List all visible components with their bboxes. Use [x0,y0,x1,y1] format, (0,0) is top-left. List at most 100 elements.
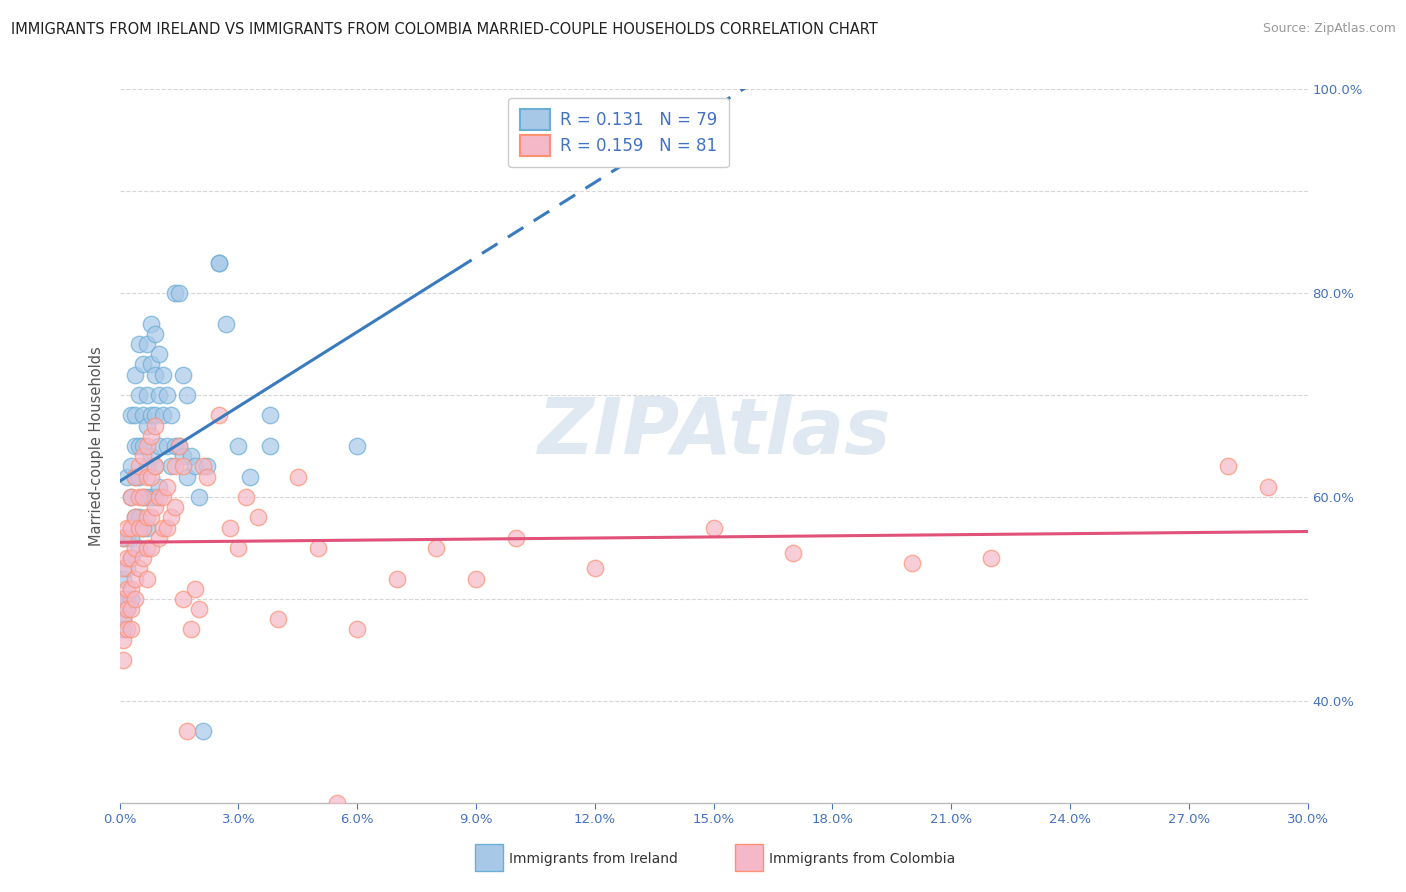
Point [385,572,408,586]
Point [120,602,142,616]
Point [219,520,242,534]
Point [1257,480,1279,494]
Point [141,541,163,555]
Point [148,388,170,402]
Point [117,602,139,616]
Text: Source: ZipAtlas.com: Source: ZipAtlas.com [1263,22,1396,36]
Point [141,317,163,331]
Point [247,510,270,524]
Point [425,541,447,555]
Point [128,469,150,483]
Point [287,469,309,483]
Point [167,286,190,301]
Point [143,418,166,433]
Point [128,439,150,453]
Point [1218,459,1240,474]
Point [326,796,349,810]
Point [120,490,142,504]
Point [120,582,142,596]
Point [120,623,142,637]
Point [117,602,139,616]
Point [132,520,155,534]
Point [136,510,159,524]
Point [124,469,146,483]
Point [117,591,139,606]
Point [143,500,166,515]
Point [136,572,159,586]
Point [239,469,262,483]
Point [124,510,146,524]
Point [120,531,142,545]
Point [152,368,174,382]
Point [120,551,142,566]
Point [143,326,166,341]
Point [112,531,135,545]
Point [112,531,135,545]
Point [132,449,155,463]
Point [156,439,179,453]
Point [148,531,170,545]
Point [132,358,155,372]
Point [148,490,170,504]
Point [117,469,139,483]
Point [148,347,170,361]
Point [136,469,159,483]
Point [163,459,186,474]
Point [120,551,142,566]
Point [176,469,198,483]
Point [124,368,146,382]
Point [124,439,146,453]
Point [228,541,250,555]
Point [120,459,142,474]
Point [143,459,166,474]
Point [143,409,166,423]
Point [583,561,606,575]
Point [112,591,135,606]
Point [141,449,163,463]
Point [136,388,159,402]
Point [112,612,135,626]
Point [172,591,194,606]
Text: Immigrants from Colombia: Immigrants from Colombia [769,852,955,866]
Point [172,449,194,463]
Point [132,551,155,566]
Point [136,337,159,351]
Point [132,439,155,453]
Point [117,531,139,545]
Point [136,439,159,453]
Point [112,632,135,647]
Point [112,591,135,606]
Point [259,409,281,423]
Point [172,459,194,474]
Point [120,490,142,504]
Point [207,409,229,423]
Point [167,439,190,453]
Point [143,459,166,474]
Point [156,480,179,494]
Point [141,429,163,443]
Text: Immigrants from Ireland: Immigrants from Ireland [509,852,678,866]
Point [235,490,257,504]
Point [464,572,488,586]
Point [152,409,174,423]
Point [120,520,142,534]
Point [141,409,163,423]
Point [228,439,250,453]
Point [136,520,159,534]
Point [187,490,209,504]
Point [136,459,159,474]
Point [112,623,135,637]
Point [980,551,1002,566]
Point [172,368,194,382]
Point [124,469,146,483]
Point [132,490,155,504]
Point [128,520,150,534]
Point [112,572,135,586]
Point [143,368,166,382]
Point [163,439,186,453]
Point [207,255,229,269]
Point [259,439,281,453]
Text: ZIPAtlas: ZIPAtlas [537,393,890,470]
Point [900,556,922,570]
Point [112,561,135,575]
